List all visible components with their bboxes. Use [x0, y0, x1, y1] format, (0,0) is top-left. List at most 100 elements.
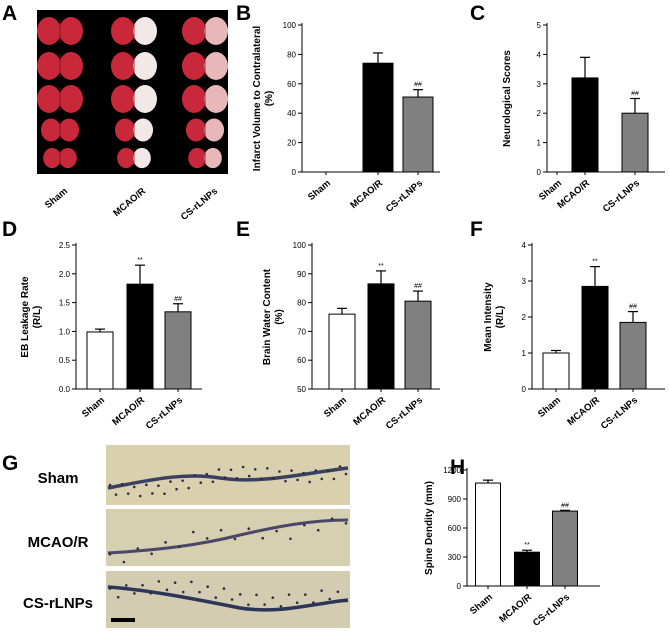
chart-h-cat-mcao: MCAO/R: [497, 592, 534, 625]
panel-letter-g: G: [2, 452, 18, 475]
spine-dot-1-5: [178, 545, 181, 549]
spine-dot-0-33: [308, 480, 311, 484]
spine-dot-1-1: [122, 560, 126, 564]
chart-c-bar-cs: [621, 112, 649, 173]
panel-letter-h: H: [450, 456, 465, 479]
chart-d-ytick-label-3: 1.5: [59, 299, 71, 308]
brain-slice-right-r3-c1: [133, 118, 154, 142]
brain-slice-left-r0-c1: [111, 17, 135, 45]
chart-e-ytick-label-1: 60: [297, 356, 306, 365]
spine-dot-0-7: [151, 492, 154, 495]
chart-d-ylabel-line-0: EB Leakage Rate: [20, 276, 31, 358]
chart-d-eb-leakage: Sham ** MCAO/R ## CS-rLNPs 0.0 0.5 1.0 1.5 2.0 2.5…: [20, 241, 202, 432]
micrograph-sham: [106, 445, 350, 505]
chart-b-ytick-label-4: 80: [287, 50, 296, 59]
spine-dot-2-0: [108, 587, 112, 590]
spine-dot-1-0: [108, 552, 112, 556]
chart-c-ylabel: Neurological Scores: [502, 50, 513, 147]
chart-c-sig-cs: ##: [631, 91, 639, 98]
spine-dot-0-38: [338, 465, 342, 468]
chart-f-ylabel-line-1: (R/L): [495, 306, 506, 329]
spine-dot-2-25: [312, 601, 315, 604]
row-label-cs: CS-rLNPs: [23, 595, 93, 612]
brain-slice-left-r0-c2: [182, 17, 206, 45]
chart-f-sig-mcao: **: [592, 259, 598, 266]
chart-b-ytick-label-0: 0: [292, 168, 297, 177]
chart-c-bar-mcao: [571, 77, 599, 173]
spine-dot-0-19: [223, 476, 227, 479]
micrograph-cs: [106, 571, 350, 628]
spine-dot-0-9: [163, 492, 166, 496]
brain-slice-right-r0-c1: [133, 17, 157, 45]
panel-a-label-mcao: MCAO/R: [111, 186, 148, 219]
spine-dot-0-32: [302, 471, 305, 475]
chart-f-ylabel-line-0: Mean Intensity: [483, 282, 494, 352]
spine-dot-0-25: [259, 477, 263, 481]
spine-dot-2-13: [214, 596, 218, 599]
spine-dot-2-5: [149, 591, 152, 595]
chart-f-sig-cs: ##: [629, 304, 637, 311]
panel-a-label-cs: CS-rLNPs: [179, 186, 220, 223]
panel-letter-a: A: [2, 2, 17, 25]
chart-h-sig-cs: ##: [561, 502, 569, 509]
spine-dot-0-18: [217, 468, 221, 471]
chart-e-ytick-label-2: 70: [297, 327, 306, 336]
chart-d-bar-cs: [164, 311, 192, 390]
brain-slice-right-r2-c2: [204, 85, 228, 113]
chart-d-sig-mcao: **: [137, 257, 143, 264]
chart-d-ylabel: EB Leakage Rate(R/L): [20, 276, 43, 358]
dendrite-sham: [107, 466, 349, 490]
spine-dot-0-20: [229, 468, 233, 472]
chart-e-brain-water: Sham ** MCAO/R ## CS-rLNPs 50 60 70 80 90 100 Brain…: [262, 241, 440, 432]
chart-b-bar-cs: [402, 96, 434, 173]
spine-dot-0-26: [266, 466, 269, 470]
chart-h-ytick-label-3: 900: [448, 495, 462, 504]
chart-d-ytick-label-4: 2.0: [59, 270, 71, 279]
chart-f-cat-sham: Sham: [536, 395, 563, 420]
spine-dot-1-10: [247, 527, 251, 530]
spine-dot-0-36: [326, 469, 330, 473]
spine-dot-2-23: [295, 601, 299, 605]
spine-dot-2-14: [222, 587, 226, 590]
brain-slice-left-r1-c1: [111, 52, 135, 80]
spine-dot-2-4: [141, 583, 144, 587]
chart-h-ytick-label-1: 300: [448, 553, 462, 562]
chart-f-mean-intensity: Sham ** MCAO/R ## CS-rLNPs 0 1 2 3 4 Mean Intensit…: [483, 241, 665, 432]
brain-slice-right-r1-c1: [133, 52, 157, 80]
chart-c-cat-cs: CS-rLNPs: [601, 178, 642, 215]
chart-d-cat-cs: CS-rLNPs: [144, 395, 185, 432]
brain-slice-right-r4-c1: [133, 147, 151, 169]
spine-dot-2-16: [238, 593, 242, 596]
chart-h-bar-cs: [552, 510, 578, 587]
chart-h-ylabel-line-0: Spine Dendity (mm): [424, 481, 435, 575]
panel-letter-d: D: [2, 218, 17, 241]
brain-slice-left-r3-c1: [114, 118, 135, 142]
chart-h-ytick-label-4: 1200: [443, 466, 461, 475]
spine-dot-2-9: [181, 590, 185, 594]
chart-b-ylabel-line-1: (%): [264, 91, 275, 107]
chart-c-ytick-label-1: 1: [537, 139, 542, 148]
chart-b-cat-mcao: MCAO/R: [348, 178, 385, 211]
chart-d-ytick-label-1: 0.5: [59, 356, 71, 365]
spine-dot-2-6: [157, 580, 161, 583]
chart-c-ytick-label-5: 5: [537, 21, 542, 30]
brain-slice-right-r0-c0: [59, 17, 83, 45]
chart-c-ytick-label-3: 3: [537, 80, 542, 89]
spine-dot-0-10: [169, 480, 172, 483]
spine-dot-2-2: [124, 584, 128, 587]
brain-slice-right-r1-c2: [204, 52, 228, 80]
spine-dot-2-3: [133, 592, 136, 595]
row-label-sham: Sham: [38, 470, 79, 487]
panel-letter-b: B: [236, 2, 251, 25]
spine-dot-0-17: [211, 480, 215, 484]
brain-slice-right-r2-c1: [133, 85, 157, 113]
spine-dot-2-27: [328, 597, 332, 601]
spine-dot-0-28: [278, 470, 281, 473]
chart-f-cat-cs: CS-rLNPs: [599, 395, 640, 432]
brain-slice-left-r2-c1: [111, 85, 135, 113]
spine-dot-0-14: [193, 474, 197, 477]
spine-dot-0-24: [253, 468, 257, 471]
spine-dot-1-2: [136, 547, 140, 550]
